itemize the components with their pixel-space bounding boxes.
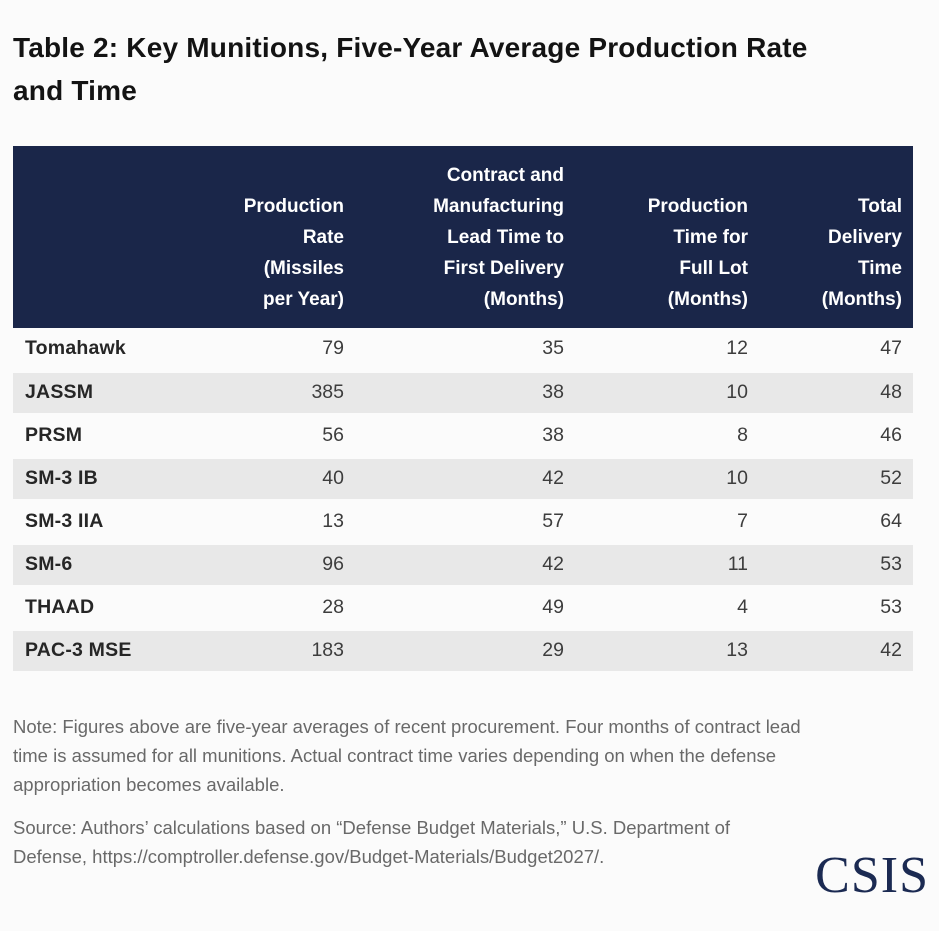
value-cell: 52 (880, 467, 902, 489)
munition-name-cell: Tomahawk (25, 337, 126, 360)
table-row: PAC-3 MSE 183 29 13 42 (13, 629, 913, 672)
value-cell: 42 (542, 467, 564, 489)
value-cell: 8 (737, 424, 748, 446)
table-source: Source: Authors’ calculations based on “… (13, 816, 731, 867)
value-cell: 38 (542, 424, 564, 446)
value-cell: 53 (880, 553, 902, 575)
munition-name-cell: JASSM (25, 381, 94, 403)
value-cell: 56 (322, 424, 344, 446)
munition-name-cell: SM-3 IIA (25, 510, 104, 532)
value-cell: 57 (542, 510, 564, 532)
value-cell: 7 (737, 510, 748, 532)
value-cell: 42 (880, 639, 902, 661)
table-body: Tomahawk 79 35 12 47 JASSM 385 38 10 48 PRSM 56 38 8 4… (13, 328, 913, 672)
csis-logo: CSIS (815, 847, 929, 904)
value-cell: 64 (880, 510, 902, 532)
table-row: Tomahawk 79 35 12 47 (13, 328, 913, 371)
value-cell: 48 (880, 381, 902, 403)
munitions-table: Production Rate (Missiles per Year) Contr… (13, 146, 913, 674)
value-cell: 13 (322, 510, 344, 532)
value-cell: 10 (726, 467, 748, 489)
page-content: Table 2: Key Munitions, Five-Year Averag… (0, 26, 939, 871)
table-row: PRSM 56 38 8 46 (13, 414, 913, 457)
value-cell: 385 (311, 381, 344, 403)
value-cell: 183 (311, 639, 344, 661)
column-header (13, 146, 213, 328)
value-cell: 42 (542, 553, 564, 575)
value-cell: 11 (727, 553, 748, 575)
table-row: JASSM 385 38 10 48 (13, 371, 913, 414)
value-cell: 28 (322, 596, 344, 618)
value-cell: 12 (726, 337, 748, 360)
munition-name-cell: SM-3 IB (25, 467, 98, 489)
value-cell: 35 (542, 337, 564, 360)
value-cell: 49 (542, 596, 564, 618)
munition-name-cell: PRSM (25, 424, 83, 446)
value-cell: 40 (322, 467, 344, 489)
value-cell: 38 (542, 381, 564, 403)
value-cell: 29 (542, 639, 564, 661)
value-cell: 4 (737, 596, 748, 618)
munition-name-cell: SM-6 (25, 553, 73, 575)
value-cell: 47 (880, 337, 902, 360)
column-header: Contract and Manufacturing Lead Time to … (355, 146, 575, 328)
column-header: Production Time for Full Lot (Months) (575, 146, 759, 328)
table-header: Production Rate (Missiles per Year) Contr… (13, 146, 913, 328)
table-row: THAAD 28 49 4 53 (13, 586, 913, 629)
page-title: Table 2: Key Munitions, Five-Year Averag… (13, 26, 913, 112)
column-header: Production Rate (Missiles per Year) (213, 146, 355, 328)
value-cell: 96 (322, 553, 344, 575)
munition-name-cell: THAAD (25, 596, 95, 618)
page-title-line1: Table 2: Key Munitions, Five-Year Averag… (13, 32, 808, 63)
value-cell: 46 (880, 424, 902, 446)
value-cell: 10 (726, 381, 748, 403)
value-cell: 13 (726, 639, 748, 661)
table-note: Note: Figures above are five-year averag… (13, 715, 801, 795)
value-cell: 79 (322, 337, 344, 360)
table-row: SM-6 96 42 11 53 (13, 543, 913, 586)
page-title-line2: and Time (13, 75, 138, 106)
table-header-row: Production Rate (Missiles per Year) Contr… (13, 146, 913, 328)
table-row: SM-3 IB 40 42 10 52 (13, 457, 913, 500)
table-row: SM-3 IIA 13 57 7 64 (13, 500, 913, 543)
munition-name-cell: PAC-3 MSE (25, 639, 132, 661)
column-header: Total Delivery Time (Months) (759, 146, 913, 328)
value-cell: 53 (880, 596, 902, 618)
